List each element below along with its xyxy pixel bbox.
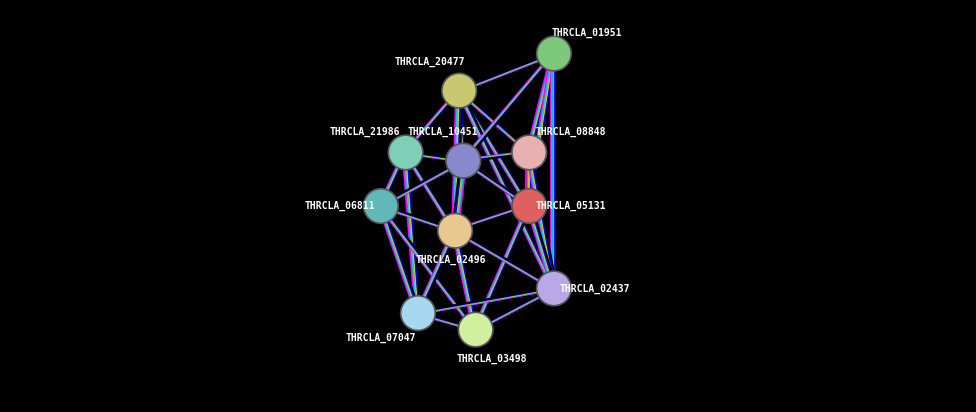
Circle shape	[446, 143, 480, 178]
Circle shape	[388, 135, 423, 170]
Text: THRCLA_02496: THRCLA_02496	[416, 255, 486, 265]
Text: THRCLA_21986: THRCLA_21986	[329, 127, 399, 137]
Text: THRCLA_03498: THRCLA_03498	[457, 353, 527, 363]
Circle shape	[459, 312, 493, 347]
Circle shape	[511, 135, 547, 170]
Text: THRCLA_05131: THRCLA_05131	[535, 201, 606, 211]
Text: THRCLA_01951: THRCLA_01951	[551, 28, 622, 38]
Text: THRCLA_10451: THRCLA_10451	[407, 127, 478, 137]
Circle shape	[537, 271, 571, 306]
Circle shape	[401, 296, 435, 330]
Text: THRCLA_20477: THRCLA_20477	[395, 57, 466, 67]
Text: THRCLA_07047: THRCLA_07047	[346, 333, 416, 343]
Circle shape	[364, 189, 398, 223]
Circle shape	[537, 36, 571, 71]
Text: THRCLA_08848: THRCLA_08848	[535, 127, 606, 137]
Circle shape	[437, 213, 472, 248]
Text: THRCLA_06811: THRCLA_06811	[305, 201, 375, 211]
Circle shape	[511, 189, 547, 223]
Circle shape	[442, 73, 476, 108]
Text: THRCLA_02437: THRCLA_02437	[560, 283, 630, 293]
